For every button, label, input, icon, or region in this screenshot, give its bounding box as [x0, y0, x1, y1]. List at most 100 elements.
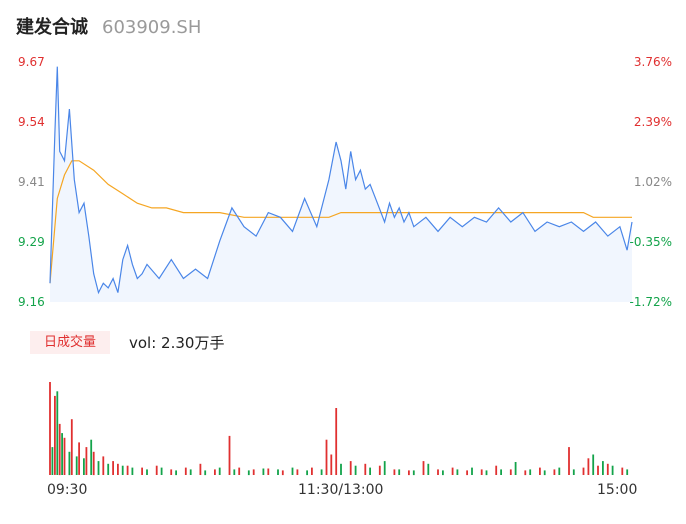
volume-bar-down [572, 469, 575, 475]
volume-bar-down [592, 454, 595, 475]
volume-bar-up [330, 454, 333, 475]
volume-bar-up [422, 461, 425, 475]
volume-bar-up [78, 442, 80, 475]
volume-bar-up [408, 470, 410, 476]
volume-bar-up [228, 435, 231, 475]
volume-bar-up [117, 463, 119, 475]
volume-bar-up [155, 465, 158, 475]
volume-bar-up [281, 470, 284, 476]
volume-bar-up [296, 469, 299, 475]
volume-bar-up [495, 465, 498, 475]
volume-bar-up [335, 408, 338, 475]
volume-bar-up [597, 465, 599, 475]
pct-tick-label: 1.02% [633, 175, 672, 189]
volume-bar-up [553, 469, 556, 475]
pct-tick-label: -0.35% [629, 235, 672, 249]
volume-bar-down [626, 469, 629, 475]
volume-bar-up [170, 469, 173, 475]
time-tick-label: 11:30/13:00 [298, 482, 384, 498]
volume-bar-up [58, 423, 61, 476]
volume-bar-up [126, 465, 129, 475]
volume-bar-up [238, 467, 241, 475]
volume-bar-down [277, 469, 279, 475]
volume-bar-down [306, 470, 308, 476]
volume-bar-down [189, 469, 192, 475]
volume-bar-down [204, 470, 207, 476]
volume-bar-down [514, 462, 517, 475]
volume-bar-down [175, 470, 177, 476]
volume-bar-up [214, 469, 216, 475]
volume-bar-up [199, 463, 202, 475]
price-tick-label: 9.67 [18, 55, 45, 69]
volume-bar-down [56, 391, 59, 475]
price-tick-label: 9.16 [18, 295, 45, 309]
volume-bar-up [102, 456, 105, 475]
volume-bar-up [539, 467, 541, 475]
volume-bar-down [398, 469, 401, 475]
volume-bar-up [112, 461, 114, 475]
volume-bar-down [131, 467, 134, 475]
volume-bar-down [75, 456, 78, 475]
volume-bar-up [524, 470, 527, 476]
volume-bar-up [437, 469, 439, 475]
price-area-layer [50, 66, 632, 302]
volume-bar-down [61, 433, 63, 475]
volume-bar-down [543, 470, 546, 476]
volume-bar-down [68, 451, 71, 476]
volume-bar-down [320, 469, 323, 475]
average-line-layer [49, 160, 632, 284]
pct-tick-label: 2.39% [633, 115, 672, 129]
volume-bar-up [582, 467, 585, 475]
average-price-line [49, 160, 632, 284]
price-tick-label: 9.29 [18, 235, 45, 249]
volume-bar-down [51, 447, 54, 475]
volume-badge: 日成交量 [30, 331, 110, 354]
volume-bar-down [529, 469, 532, 475]
volume-bar-down [247, 470, 250, 476]
volume-bar-up [85, 447, 88, 475]
volume-bar-down [160, 467, 163, 475]
stock-code: 603909.SH [102, 17, 202, 38]
volume-bar-down [412, 470, 415, 476]
volume-bar-up [267, 468, 270, 475]
volume-bar-up [480, 469, 483, 475]
volume-readout: vol: 2.30万手 [129, 334, 225, 352]
volume-bar-up [92, 451, 95, 476]
volume-bar-up [184, 467, 187, 475]
volume-bar-down [369, 467, 371, 475]
volume-bar-down [383, 461, 386, 475]
volume-bar-down [340, 463, 342, 475]
price-tick-label: 9.41 [18, 175, 45, 189]
volume-bar-down [146, 469, 148, 475]
volume-bar-down [442, 470, 444, 476]
stock-header: 建发合诚 603909.SH [16, 13, 201, 39]
volume-bar-down [218, 467, 221, 475]
volume-bar-down [97, 461, 100, 475]
volume-bar-up [568, 447, 570, 475]
volume-bar-down [291, 467, 294, 475]
volume-bar-up [349, 461, 352, 475]
volume-bar-down [107, 463, 110, 475]
volume-bar-down [90, 439, 93, 475]
volume-bar-up [393, 469, 396, 475]
volume-bar-up [451, 467, 454, 475]
pct-tick-label: 3.76% [633, 55, 672, 69]
volume-bar-down [121, 465, 124, 475]
volume-bar-down [471, 467, 473, 475]
stock-name: 建发合诚 [16, 17, 88, 38]
volume-bar-up [311, 467, 313, 475]
volume-bar-up [378, 465, 381, 475]
pct-tick-label: -1.72% [629, 295, 672, 309]
volume-bar-down [500, 469, 502, 475]
volume-bar-down [602, 461, 604, 475]
volume-bar-down [485, 470, 488, 476]
volume-bar-up [364, 463, 367, 475]
price-area-fill [50, 66, 632, 302]
volume-bar-up [63, 437, 66, 475]
volume-bars-layer [49, 382, 629, 476]
volume-bar-down [456, 469, 459, 475]
price-line [49, 66, 633, 295]
volume-bar-down [83, 458, 85, 475]
volume-bar-up [606, 463, 609, 475]
